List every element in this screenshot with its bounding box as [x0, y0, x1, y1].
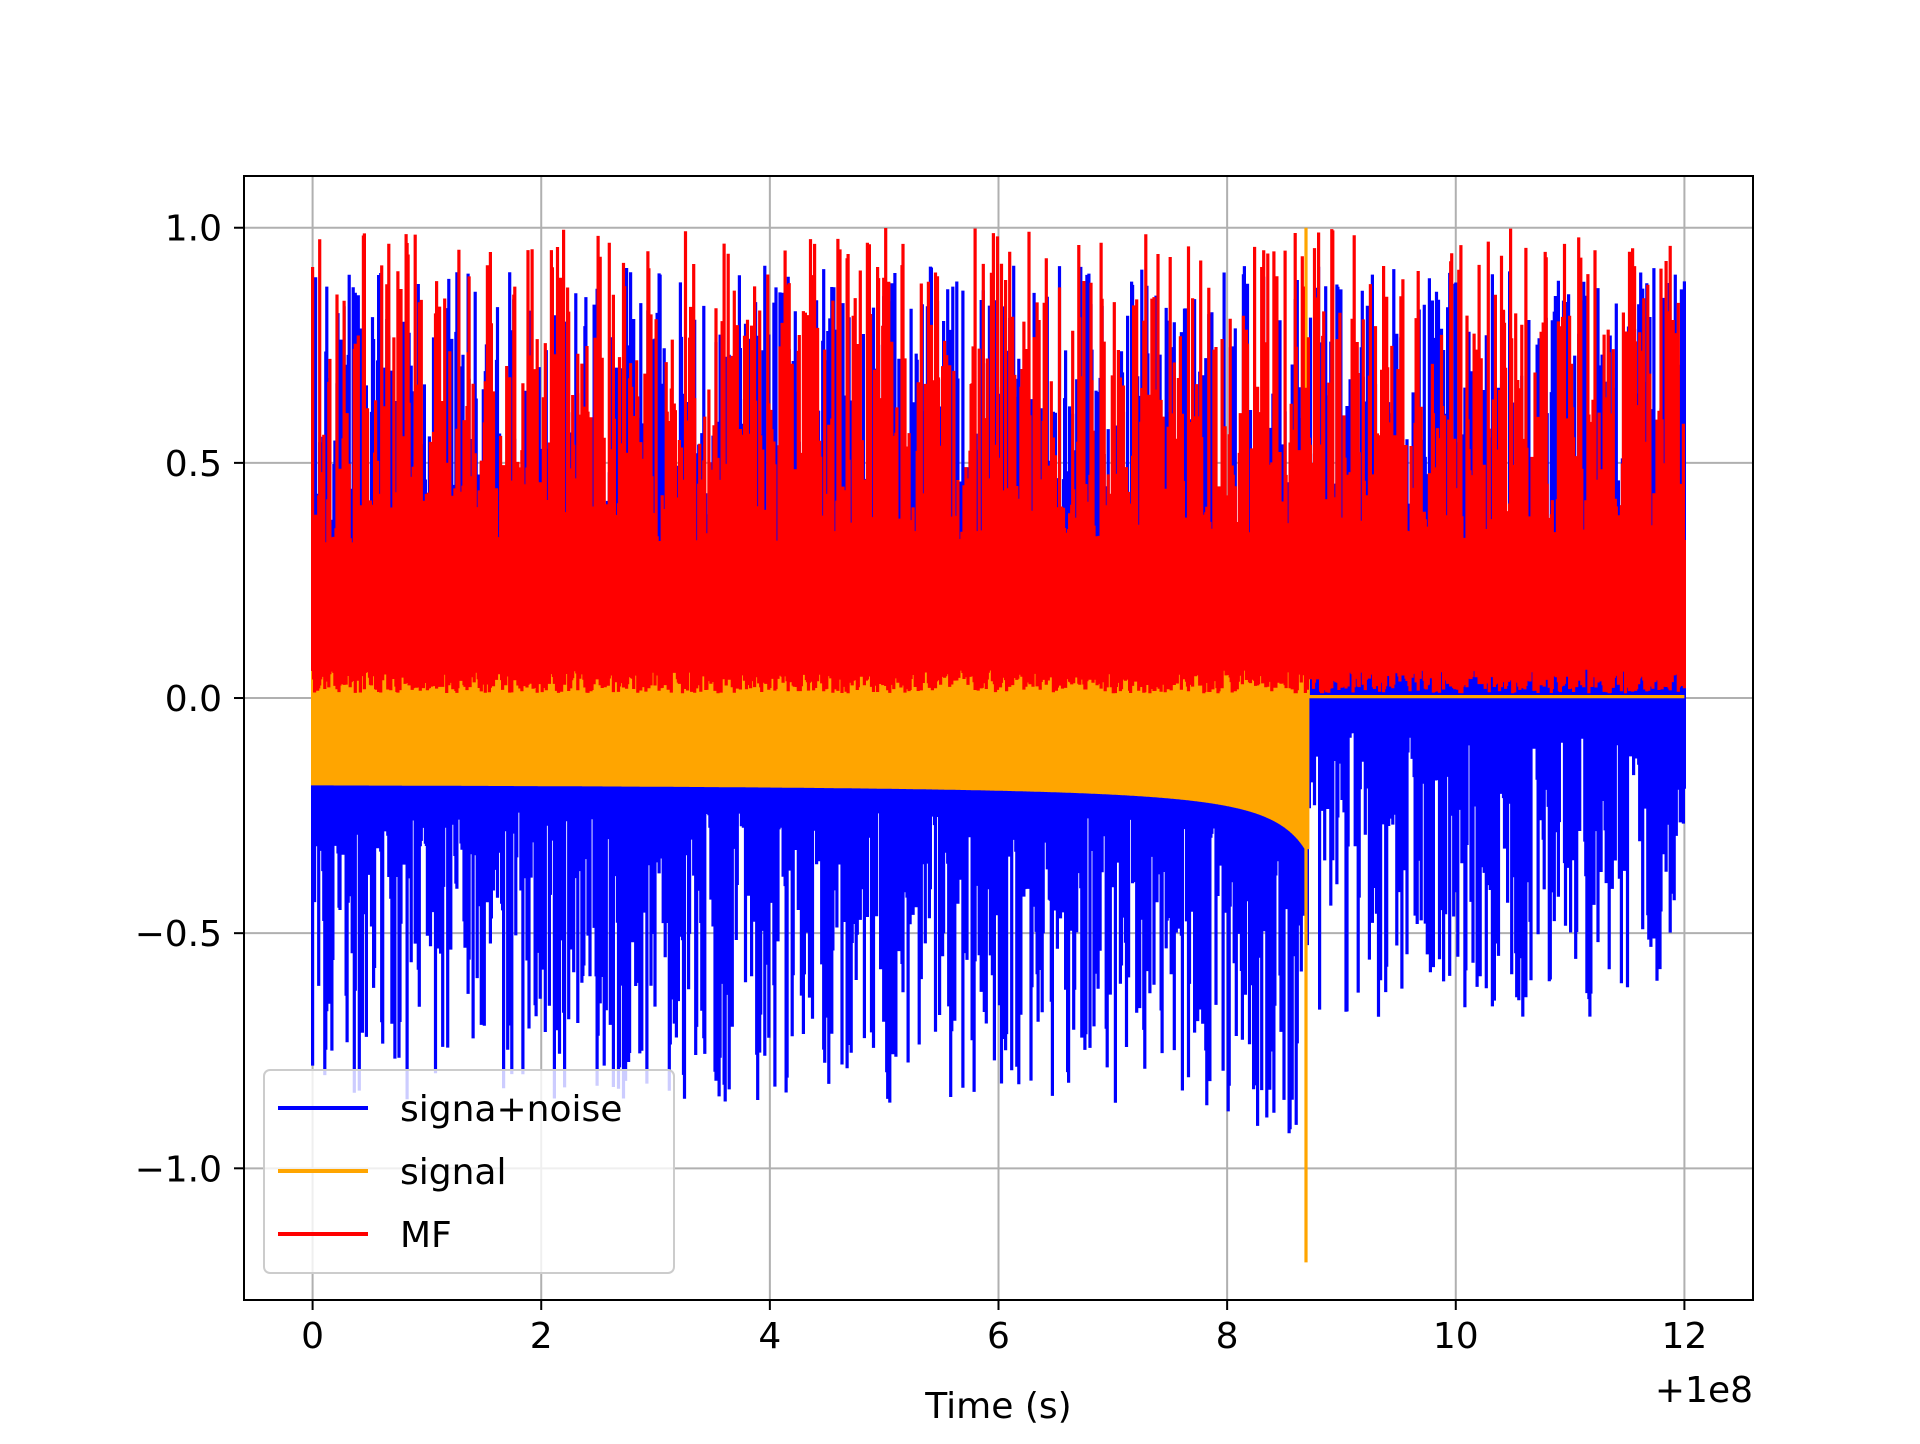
legend: signa+noise signal MF [263, 1069, 675, 1274]
x-tick-label-2: 4 [758, 1316, 781, 1357]
x-tick-label-4: 8 [1216, 1316, 1239, 1357]
x-offset-label: +1e8 [1655, 1370, 1753, 1411]
series-mf-line [311, 228, 1686, 694]
x-tick-label-6: 12 [1662, 1316, 1708, 1357]
y-tick-label-1: −0.5 [135, 914, 222, 955]
series-signal-line [311, 227, 1685, 1263]
legend-box [263, 1069, 675, 1274]
x-tick-label-0: 0 [301, 1316, 324, 1357]
legend-label-1: signal [400, 1152, 507, 1193]
tick-layer: 0 2 4 6 8 10 12 −1.0 −0.5 0.0 0.5 1.0 [135, 209, 1708, 1357]
x-tick-label-1: 2 [530, 1316, 553, 1357]
y-tick-label-3: 0.5 [165, 444, 222, 485]
legend-items: signa+noise signal MF [278, 1089, 622, 1256]
legend-label-2: MF [400, 1215, 452, 1256]
y-tick-label-0: −1.0 [135, 1149, 222, 1190]
x-axis-label: Time (s) [924, 1386, 1071, 1427]
plot-layer [311, 227, 1686, 1263]
y-tick-label-2: 0.0 [165, 679, 222, 720]
x-tick-label-3: 6 [987, 1316, 1010, 1357]
x-tick-label-5: 10 [1433, 1316, 1479, 1357]
legend-label-0: signa+noise [400, 1089, 622, 1130]
y-tick-label-4: 1.0 [165, 209, 222, 250]
